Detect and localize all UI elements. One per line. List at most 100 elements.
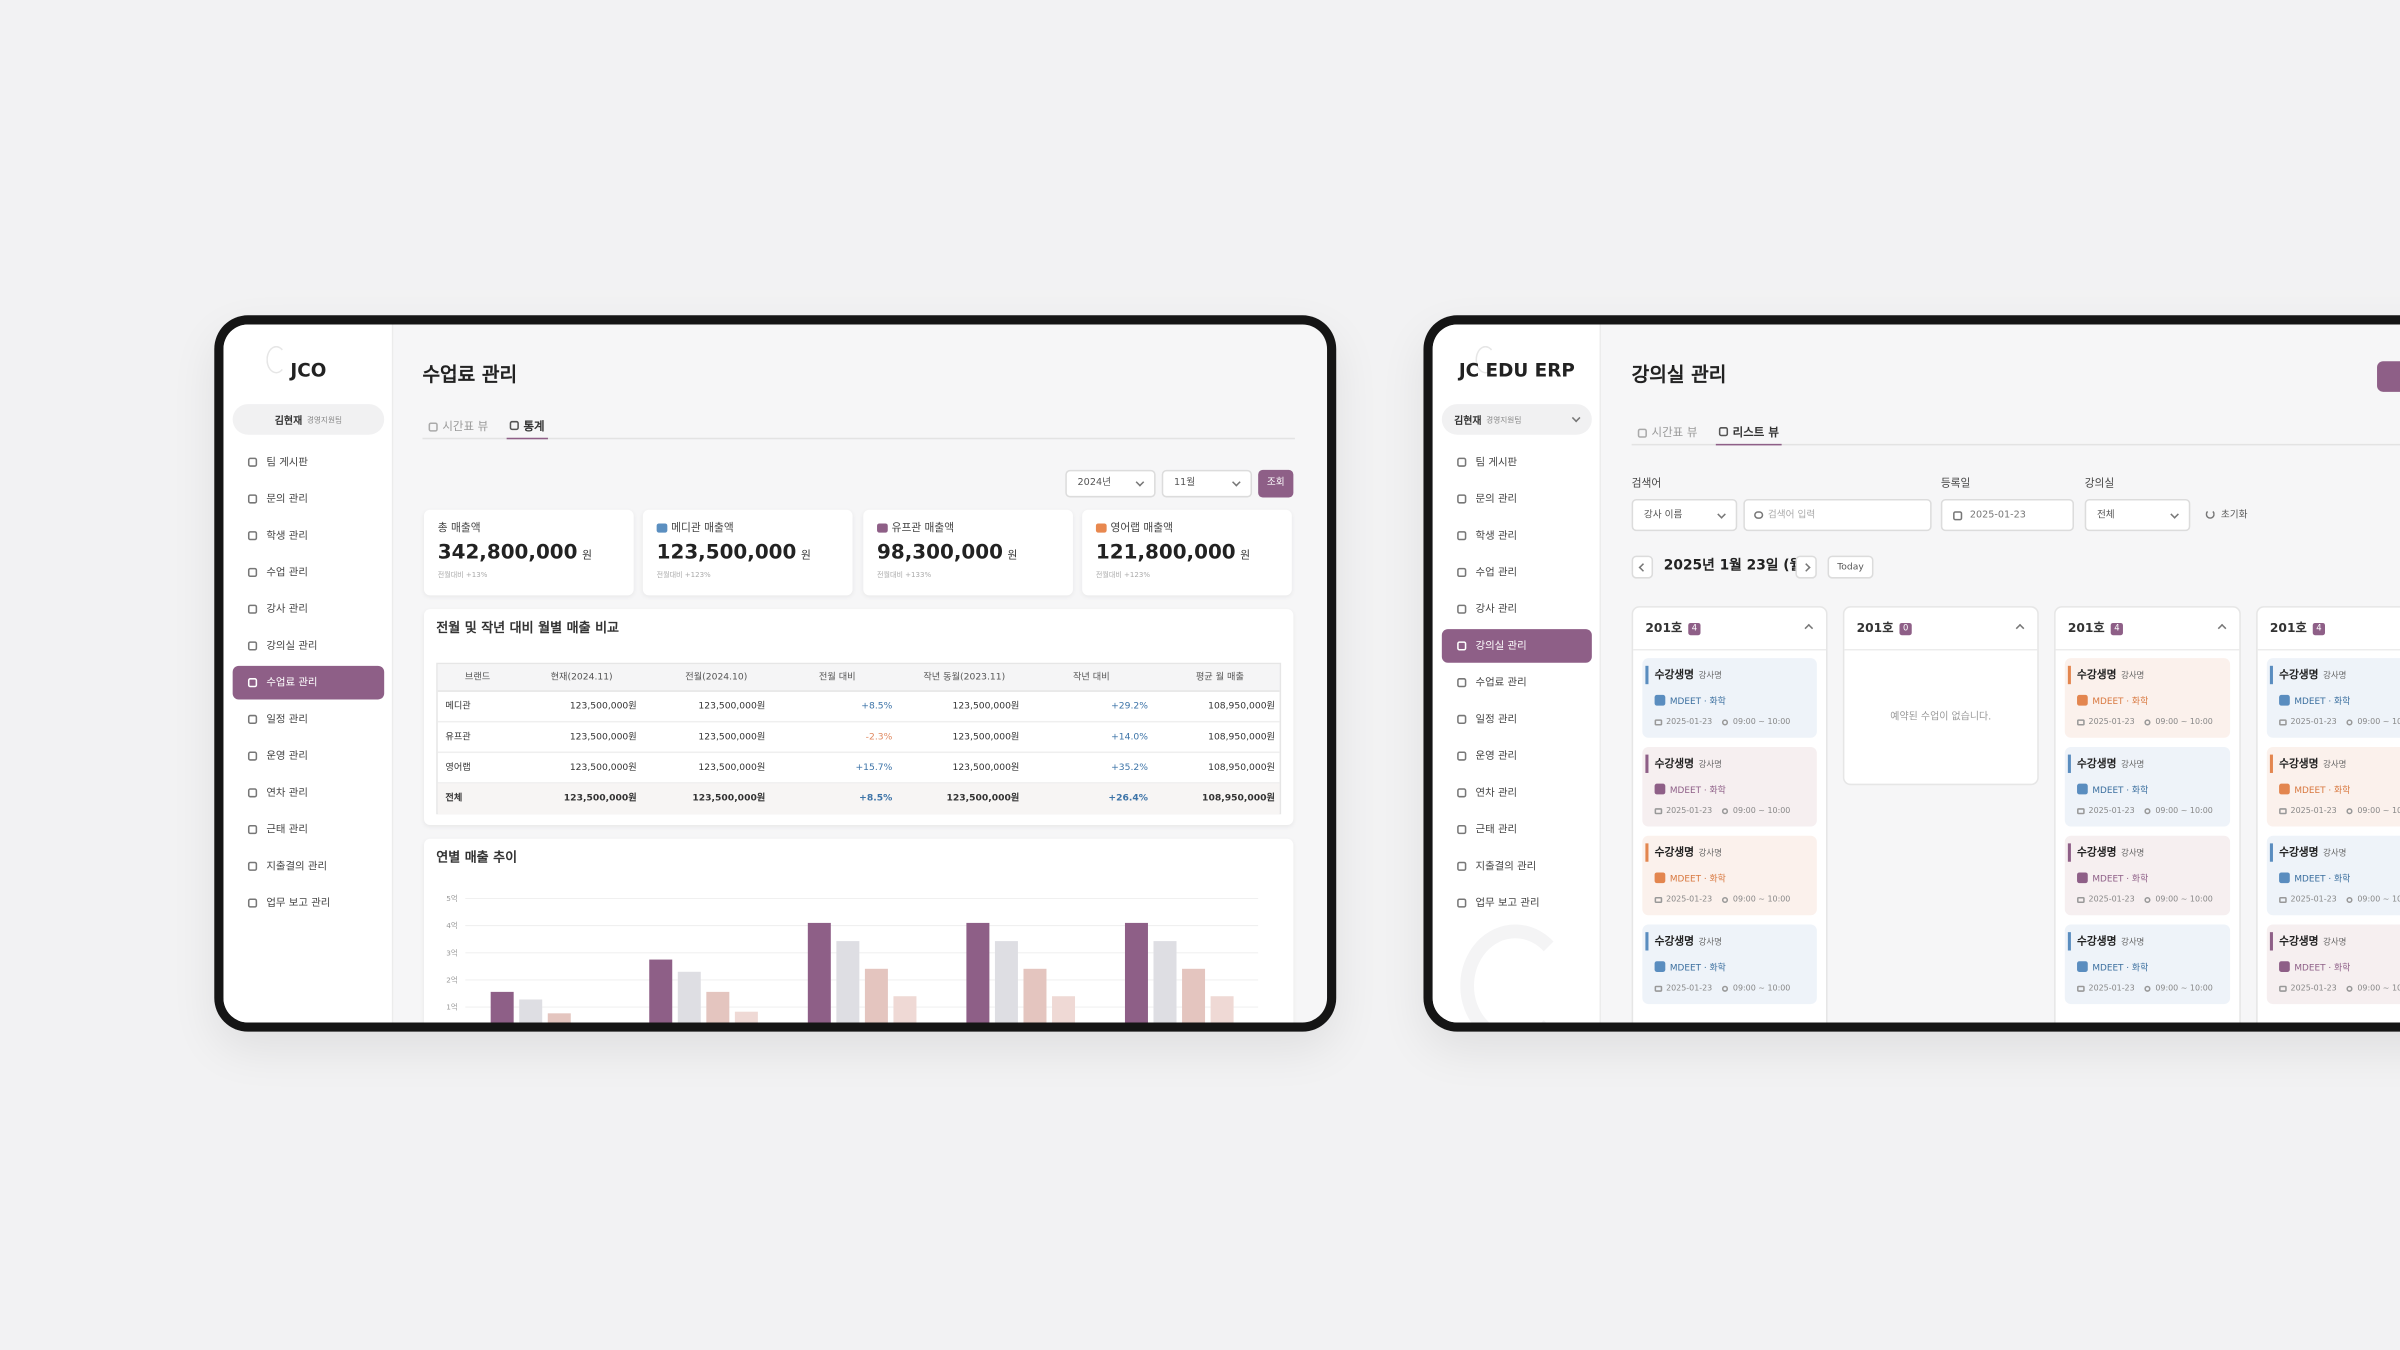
menu-item[interactable]: 근태 관리 — [233, 813, 385, 847]
menu-item[interactable]: 수업료 관리 — [1442, 666, 1592, 700]
course-icon — [2279, 871, 2290, 883]
card-course-row: MDEET · 화학 — [1654, 779, 1726, 797]
search-button[interactable]: 조회 — [1258, 469, 1294, 498]
user-team: 경영지원팀 — [306, 415, 343, 425]
card-unit: 원 — [800, 549, 811, 562]
menu-item[interactable]: 강의실 관리 — [1441, 629, 1592, 663]
menu-item[interactable]: 일정 관리 — [233, 703, 385, 737]
menu-item[interactable]: 학생 관리 — [233, 519, 385, 553]
next-button[interactable] — [1795, 555, 1817, 579]
date-input[interactable]: 2025-01-23 — [1940, 498, 2074, 532]
menu-item[interactable]: 연차 관리 — [233, 776, 385, 810]
card-value: 121,800,000 — [1095, 541, 1236, 565]
select[interactable]: 전체 — [2084, 498, 2191, 532]
menu-item[interactable]: 팀 게시판 — [1442, 445, 1592, 479]
menu-item[interactable]: 문의 관리 — [233, 482, 385, 516]
class-date: 2025-01-23 — [1666, 806, 1713, 816]
card-title-row: 수강생명 강사명 — [1655, 666, 1722, 684]
menu-item[interactable]: 지출결의 관리 — [233, 849, 385, 883]
device-frame: JCO 김현재 경영지원팀 팀 게시판 문의 관리 학생 관리 수업 관리 강사 관리 강의실 … — [214, 315, 1337, 1032]
table-header-row: 브랜드 현재(2024.11) 전월(2024.10) 전월 대비 작년 동월(2023… — [437, 664, 1280, 692]
class-date: 2025-01-23 — [1666, 984, 1713, 994]
table-row: 유프관 123,500,000원 123,500,000원 -2.3% 123,500,… — [437, 722, 1280, 754]
table-header-cell: 전월 대비 — [818, 671, 856, 683]
icon — [1457, 714, 1467, 724]
sidebar: JC EDU ERP 김현재 경영지원팀 팀 게시판 문의 관리 학생 관리 수업 관리 강사… — [1432, 324, 1602, 1023]
table-cell: 123,500,000원 — [946, 792, 1020, 804]
user-team: 경영지원팀 — [1486, 415, 1522, 425]
tab[interactable]: 통계 — [506, 413, 548, 440]
tone-bar — [2269, 843, 2273, 862]
menu-item[interactable]: 수업 관리 — [233, 556, 385, 590]
table-cell: 108,950,000원 — [1208, 701, 1275, 712]
menu-item[interactable]: 강사 관리 — [233, 592, 385, 626]
class-time: 09:00 ~ 10:00 — [2357, 806, 2400, 816]
select[interactable]: 11월 — [1161, 469, 1253, 498]
tone-bar — [2269, 932, 2273, 951]
menu-item[interactable]: 근태 관리 — [1442, 813, 1592, 847]
menu-item[interactable]: 업무 보고 관리 — [233, 886, 385, 920]
room-name: 201호 — [1856, 621, 1894, 636]
card-time-row: 2025-01-23 09:00 ~ 10:00 — [1654, 981, 1790, 996]
prev-button[interactable] — [1631, 555, 1654, 579]
logo-mark — [1475, 345, 1496, 374]
menu-item[interactable]: 일정 관리 — [1442, 703, 1592, 737]
select[interactable]: 강사 이름 — [1631, 498, 1738, 532]
card-value: 123,500,000 — [656, 541, 797, 565]
menu-item[interactable]: 강의실 관리 — [233, 629, 385, 663]
tab-bar: 시간표 뷰 통계 — [422, 413, 1295, 440]
teacher-name: 강사명 — [2323, 938, 2347, 948]
class-time: 09:00 ~ 10:00 — [2155, 895, 2213, 905]
reset-button[interactable]: 초기화 — [2203, 499, 2264, 531]
user-pill[interactable]: 김현재 경영지원팀 — [1441, 404, 1592, 435]
bar — [994, 941, 1018, 1023]
menu-item[interactable]: 지출결의 관리 — [1442, 849, 1592, 883]
bar — [1153, 941, 1177, 1023]
room-column: 201호 4 수강생명 강사명 MDEET · 화학 2025-01-23 09:00 ~ … — [2256, 606, 2400, 1023]
tab[interactable]: 시간표 뷰 — [426, 413, 492, 439]
card-course-row: MDEET · 화학 — [1654, 957, 1726, 975]
calendar-icon — [2077, 719, 2084, 726]
card-header: 영어랩 매출액 — [1095, 519, 1173, 537]
select[interactable]: 2024년 — [1065, 469, 1156, 498]
menu-item[interactable]: 팀 게시판 — [233, 445, 385, 479]
icon — [247, 751, 258, 761]
menu-item[interactable]: 업무 보고 관리 — [1442, 886, 1592, 920]
table-header-cell: 현재(2024.11) — [550, 671, 613, 683]
menu-item[interactable]: 수업료 관리 — [232, 665, 385, 700]
menu-item[interactable]: 학생 관리 — [1442, 519, 1592, 553]
menu-label: 수업 관리 — [1475, 566, 1518, 579]
menu-item[interactable]: 운영 관리 — [1442, 739, 1592, 773]
menu-item[interactable]: 문의 관리 — [1442, 482, 1592, 516]
tab[interactable]: 리스트 뷰 — [1715, 419, 1782, 446]
add-button[interactable] — [2377, 361, 2400, 392]
table-cell: 123,500,000원 — [952, 731, 1020, 743]
tab[interactable]: 시간표 뷰 — [1635, 419, 1701, 445]
icon — [1457, 824, 1467, 835]
screen: JC EDU ERP 김현재 경영지원팀 팀 게시판 문의 관리 학생 관리 수업 관리 강사… — [1432, 324, 2400, 1023]
menu-item[interactable]: 수업 관리 — [1442, 556, 1592, 590]
today-button[interactable]: Today — [1827, 555, 1874, 579]
menu-item[interactable]: 운영 관리 — [233, 739, 385, 773]
menu-label: 운영 관리 — [266, 749, 308, 763]
card-label: 메디관 매출액 — [671, 521, 734, 535]
search-input[interactable]: 검색어 입력 — [1743, 498, 1932, 532]
card-course-row: MDEET · 화학 — [2077, 690, 2148, 708]
card-title-row: 수강생명 강사명 — [1655, 932, 1722, 950]
menu-item[interactable]: 강사 관리 — [1442, 592, 1592, 626]
menu-item[interactable]: 연차 관리 — [1442, 776, 1592, 810]
user-pill[interactable]: 김현재 경영지원팀 — [232, 404, 385, 435]
card-course-row: MDEET · 화학 — [1654, 690, 1726, 708]
